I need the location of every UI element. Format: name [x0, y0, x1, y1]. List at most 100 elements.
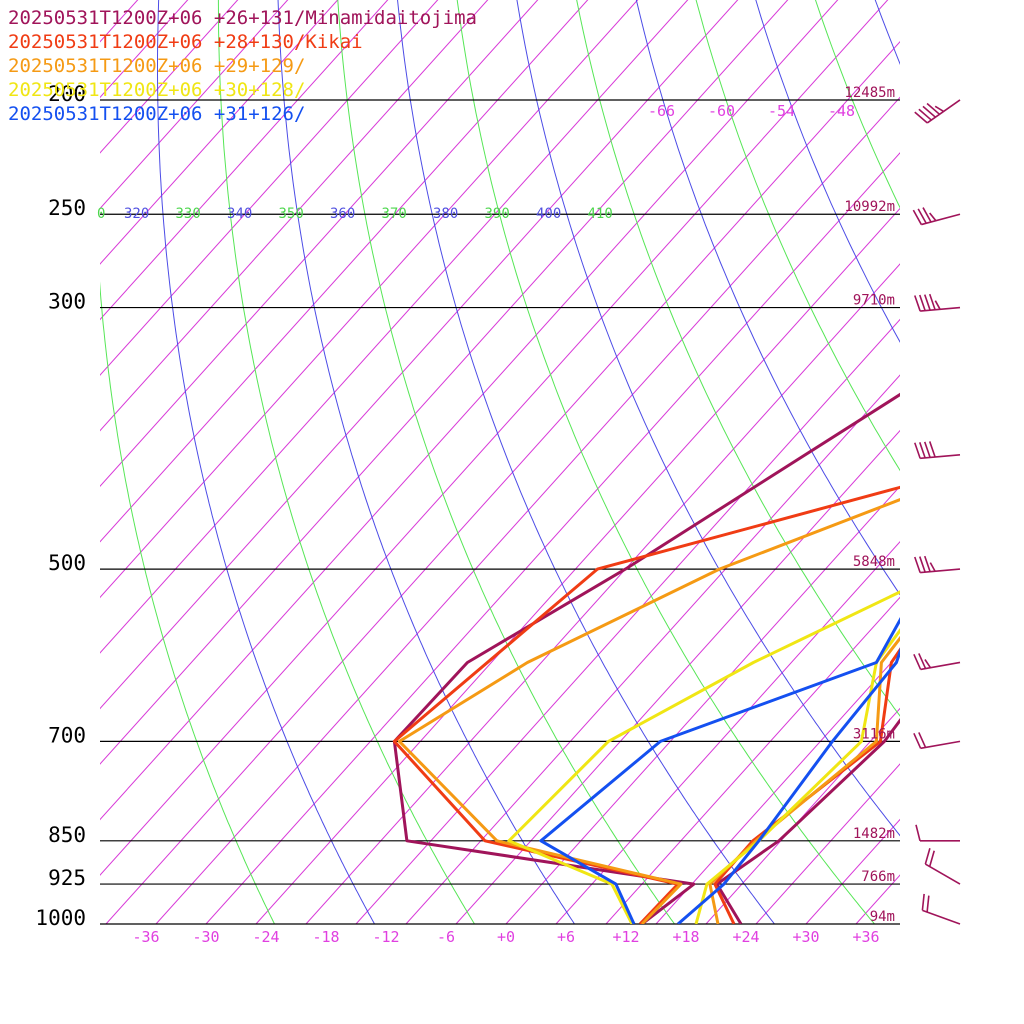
isotherm-line [205, 152, 900, 924]
adiabat-label: 0 [97, 206, 105, 222]
pressure-tick-label: 1000 [35, 906, 86, 930]
temperature-trace [713, 647, 900, 924]
temperature-tick-label: +12 [612, 928, 639, 946]
temperature-tick-label: -36 [132, 928, 159, 946]
isotherm-line [956, 0, 1024, 924]
temperature-trace [694, 628, 900, 924]
isotherm-line [100, 0, 789, 765]
pressure-tick-label: 925 [48, 866, 86, 890]
temperature-tick-label: +6 [557, 928, 575, 946]
adiabat-line [456, 0, 875, 924]
isotherm-line [0, 0, 586, 924]
height-label: 1482m [853, 826, 895, 842]
height-label: 766m [861, 869, 895, 885]
axis-labels: 10016679m15014289m20012485m25010992m3009… [35, 82, 895, 946]
adiabat-line [576, 0, 900, 717]
adiabat-line [337, 0, 675, 924]
legend-entry: 20250531T1200Z+06 +30+128/ [8, 79, 305, 101]
adiabat-label: 410 [588, 206, 613, 222]
isotherm-grid [0, 0, 1024, 924]
height-label: 9710m [853, 293, 895, 309]
isotherm-line [100, 0, 389, 321]
isotherm-line [100, 0, 739, 710]
isotherm-line [555, 541, 900, 924]
pressure-tick-label: 500 [48, 551, 86, 575]
isotherm-line [0, 0, 636, 924]
adiabat-line [755, 0, 900, 343]
isotherm-label: -54 [768, 102, 795, 120]
pressure-tick-label: 300 [48, 290, 86, 314]
height-label: 94m [870, 909, 895, 925]
height-label: 12485m [844, 85, 895, 101]
height-label: 10992m [844, 199, 895, 215]
temperature-tick-label: +0 [497, 928, 515, 946]
temperature-tick-label: -30 [192, 928, 219, 946]
isotherm-line [705, 707, 900, 924]
wind-barb [913, 653, 961, 671]
isotherm-label: -66 [648, 102, 675, 120]
wind-barb [914, 293, 961, 312]
temperature-tick-label: +30 [792, 928, 819, 946]
adiabat-label: 350 [279, 206, 304, 222]
pressure-tick-label: 850 [48, 823, 86, 847]
temperature-tick-label: -24 [252, 928, 279, 946]
temperature-tick-label: -12 [372, 928, 399, 946]
temperature-tick-label: -18 [312, 928, 339, 946]
temperature-tick-label: +18 [672, 928, 699, 946]
isotherm-line [355, 318, 900, 924]
pressure-tick-label: 250 [48, 196, 86, 220]
pressure-tick-label: 200 [48, 82, 86, 106]
wind-barb [924, 848, 961, 885]
wind-barb [914, 555, 961, 574]
legend-entry: 20250531T1200Z+06 +29+129/ [8, 55, 305, 77]
isotherm-line [455, 429, 900, 924]
adiabat-label: 390 [485, 206, 510, 222]
adiabat-label: 360 [330, 206, 355, 222]
temperature-tick-label: -6 [437, 928, 455, 946]
isotherm-line [100, 0, 689, 654]
isotherm-line [100, 0, 339, 265]
isotherm-line [100, 0, 839, 821]
isotherm-label: -48 [828, 102, 855, 120]
isotherm-line [100, 0, 189, 99]
isotherm-line [155, 96, 900, 924]
adiabat-line [157, 0, 375, 924]
height-label: 3116m [853, 726, 895, 742]
isotherm-line [505, 485, 900, 924]
isotherm-line [100, 0, 239, 154]
temperature-tick-label: +36 [852, 928, 879, 946]
temperature-trace [715, 718, 900, 924]
wind-barb [912, 207, 961, 226]
adiabat-label: 320 [124, 206, 149, 222]
isotherm-line [105, 41, 900, 924]
legend: 20250531T1200Z+06 +26+131/Minamidaitojim… [8, 7, 477, 125]
isotherm-line [1006, 0, 1024, 924]
isotherm-line [0, 0, 436, 924]
wind-barb [914, 99, 961, 124]
legend-entry: 20250531T1200Z+06 +28+130/Kikai [8, 31, 363, 53]
isotherm-line [100, 0, 639, 599]
adiabat-line [1011, 0, 1024, 924]
isotherm-line [100, 0, 539, 487]
isotherm-line [0, 0, 386, 924]
adiabat-line [959, 0, 1024, 924]
wind-barb [914, 441, 961, 460]
dewpoint-trace [397, 498, 900, 924]
wind-barb [913, 732, 961, 750]
sounding-traces [392, 392, 900, 924]
wind-barb [915, 824, 960, 842]
isotherm-line [906, 0, 1024, 924]
isotherm-line [100, 0, 489, 432]
isotherm-line [100, 0, 889, 876]
isobar-grid [100, 99, 900, 925]
isotherm-line [100, 0, 439, 376]
isotherm-line [100, 0, 289, 210]
isotherm-line [655, 652, 900, 924]
isotherm-line [0, 0, 536, 924]
dewpoint-trace [539, 617, 900, 924]
adiabat-label: 370 [382, 206, 407, 222]
adiabat-label: 380 [433, 206, 458, 222]
wind-barbs [912, 99, 961, 925]
adiabat-label: 330 [176, 206, 201, 222]
